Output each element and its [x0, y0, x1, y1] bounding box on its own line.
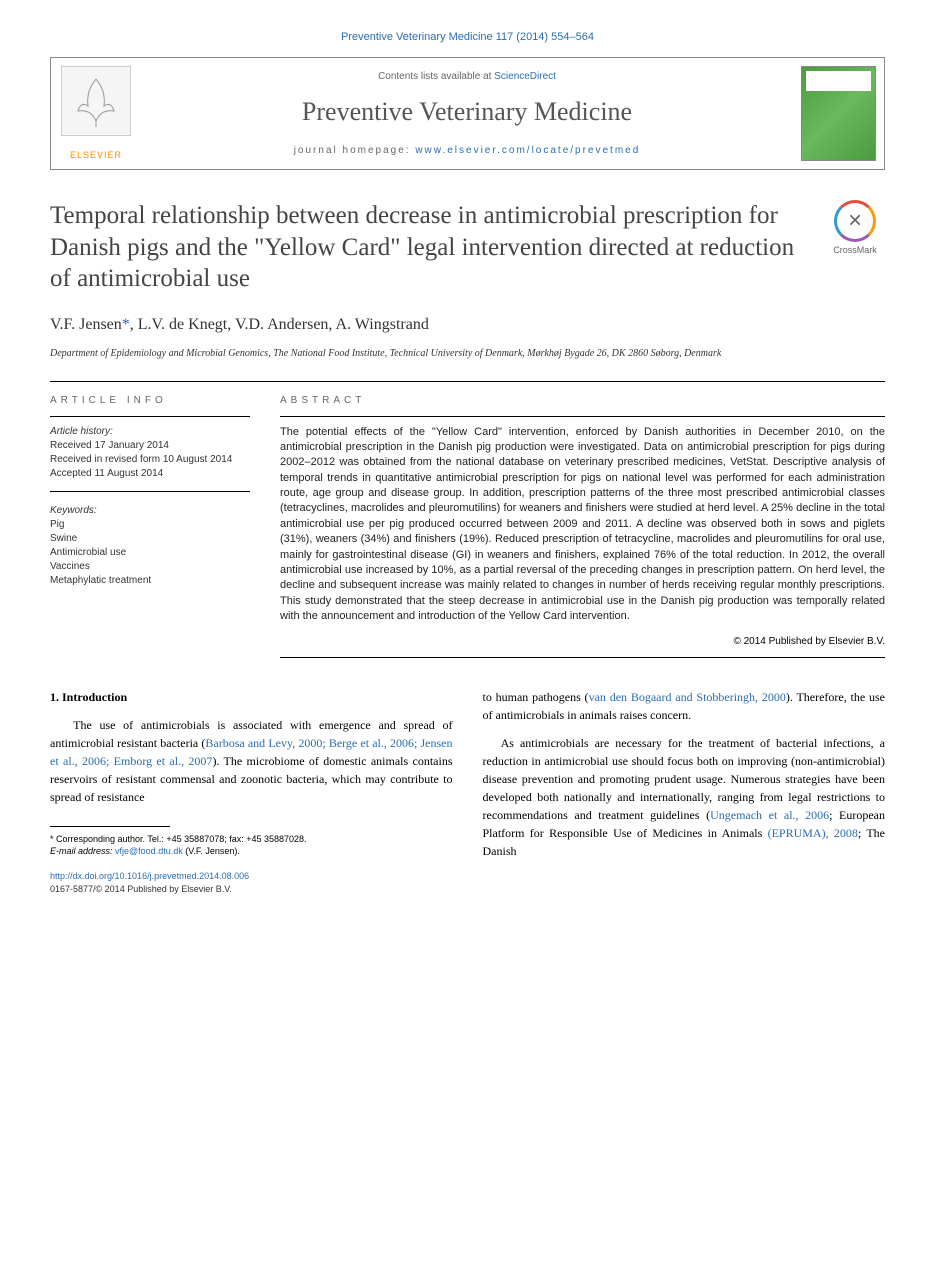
- body-col-right: to human pathogens (van den Bogaard and …: [483, 688, 886, 897]
- journal-header: ELSEVIER Contents lists available at Sci…: [50, 57, 885, 170]
- affiliation: Department of Epidemiology and Microbial…: [50, 347, 885, 361]
- keywords-label: Keywords:: [50, 504, 250, 518]
- abstract-text: The potential effects of the "Yellow Car…: [280, 425, 885, 625]
- email-label: E-mail address:: [50, 846, 115, 856]
- elsevier-tree-icon: [61, 66, 131, 136]
- corr-contact: * Corresponding author. Tel.: +45 358870…: [50, 833, 453, 846]
- crossmark-icon: [834, 200, 876, 242]
- journal-homepage: journal homepage: www.elsevier.com/locat…: [151, 144, 783, 158]
- sciencedirect-link[interactable]: ScienceDirect: [494, 71, 556, 82]
- publisher-name: ELSEVIER: [70, 149, 122, 162]
- received-date: Received 17 January 2014: [50, 439, 250, 453]
- footnote-divider: [50, 826, 170, 827]
- author-rest: , L.V. de Knegt, V.D. Andersen, A. Wings…: [130, 316, 429, 333]
- accepted-date: Accepted 11 August 2014: [50, 467, 250, 481]
- author-list: V.F. Jensen*, L.V. de Knegt, V.D. Anders…: [50, 314, 885, 336]
- corr-email-line: E-mail address: vfje@food.dtu.dk (V.F. J…: [50, 845, 453, 858]
- contents-available: Contents lists available at ScienceDirec…: [151, 70, 783, 84]
- email-link[interactable]: vfje@food.dtu.dk: [115, 846, 183, 856]
- article-info: ARTICLE INFO Article history: Received 1…: [50, 394, 250, 658]
- keyword: Metaphylatic treatment: [50, 574, 250, 588]
- journal-cover-thumbnail: [801, 66, 876, 161]
- abstract-column: ABSTRACT The potential effects of the "Y…: [280, 394, 885, 658]
- info-divider: [50, 416, 250, 417]
- history-label: Article history:: [50, 425, 250, 439]
- homepage-link[interactable]: www.elsevier.com/locate/prevetmed: [415, 145, 640, 156]
- header-center: Contents lists available at ScienceDirec…: [141, 58, 793, 169]
- homepage-prefix: journal homepage:: [294, 145, 416, 156]
- corr-mark: *: [122, 316, 130, 333]
- keyword: Vaccines: [50, 560, 250, 574]
- article-info-header: ARTICLE INFO: [50, 394, 250, 408]
- title-row: Temporal relationship between decrease i…: [50, 200, 885, 294]
- doi-link[interactable]: http://dx.doi.org/10.1016/j.prevetmed.20…: [50, 870, 453, 884]
- info-abstract-row: ARTICLE INFO Article history: Received 1…: [50, 394, 885, 658]
- body-paragraph: As antimicrobials are necessary for the …: [483, 734, 886, 860]
- keyword: Antimicrobial use: [50, 546, 250, 560]
- article-title: Temporal relationship between decrease i…: [50, 200, 805, 294]
- abstract-divider: [280, 416, 885, 417]
- author-corresponding: V.F. Jensen: [50, 316, 122, 333]
- body-text: to human pathogens (: [483, 690, 589, 704]
- keyword: Swine: [50, 532, 250, 546]
- corresponding-footnote: * Corresponding author. Tel.: +45 358870…: [50, 833, 453, 858]
- citation-link[interactable]: van den Bogaard and Stobberingh, 2000: [589, 690, 786, 704]
- divider: [50, 381, 885, 382]
- abstract-copyright: © 2014 Published by Elsevier B.V.: [280, 635, 885, 649]
- body-columns: 1. Introduction The use of antimicrobial…: [50, 688, 885, 897]
- citation-link[interactable]: Ungemach et al., 2006: [710, 808, 829, 822]
- email-suffix: (V.F. Jensen).: [183, 846, 240, 856]
- contents-prefix: Contents lists available at: [378, 71, 494, 82]
- section-heading: 1. Introduction: [50, 688, 453, 706]
- citation-link[interactable]: (EPRUMA), 2008: [768, 826, 858, 840]
- keyword: Pig: [50, 518, 250, 532]
- publisher-logo: ELSEVIER: [51, 58, 141, 169]
- body-paragraph: The use of antimicrobials is associated …: [50, 716, 453, 806]
- body-paragraph: to human pathogens (van den Bogaard and …: [483, 688, 886, 724]
- header-citation: Preventive Veterinary Medicine 117 (2014…: [50, 30, 885, 45]
- revised-date: Received in revised form 10 August 2014: [50, 453, 250, 467]
- crossmark-badge[interactable]: CrossMark: [825, 200, 885, 257]
- crossmark-label: CrossMark: [825, 244, 885, 257]
- body-col-left: 1. Introduction The use of antimicrobial…: [50, 688, 453, 897]
- issn-copyright: 0167-5877/© 2014 Published by Elsevier B…: [50, 883, 453, 897]
- info-divider-2: [50, 491, 250, 492]
- abstract-bottom-divider: [280, 657, 885, 658]
- journal-name: Preventive Veterinary Medicine: [151, 94, 783, 130]
- abstract-header: ABSTRACT: [280, 394, 885, 408]
